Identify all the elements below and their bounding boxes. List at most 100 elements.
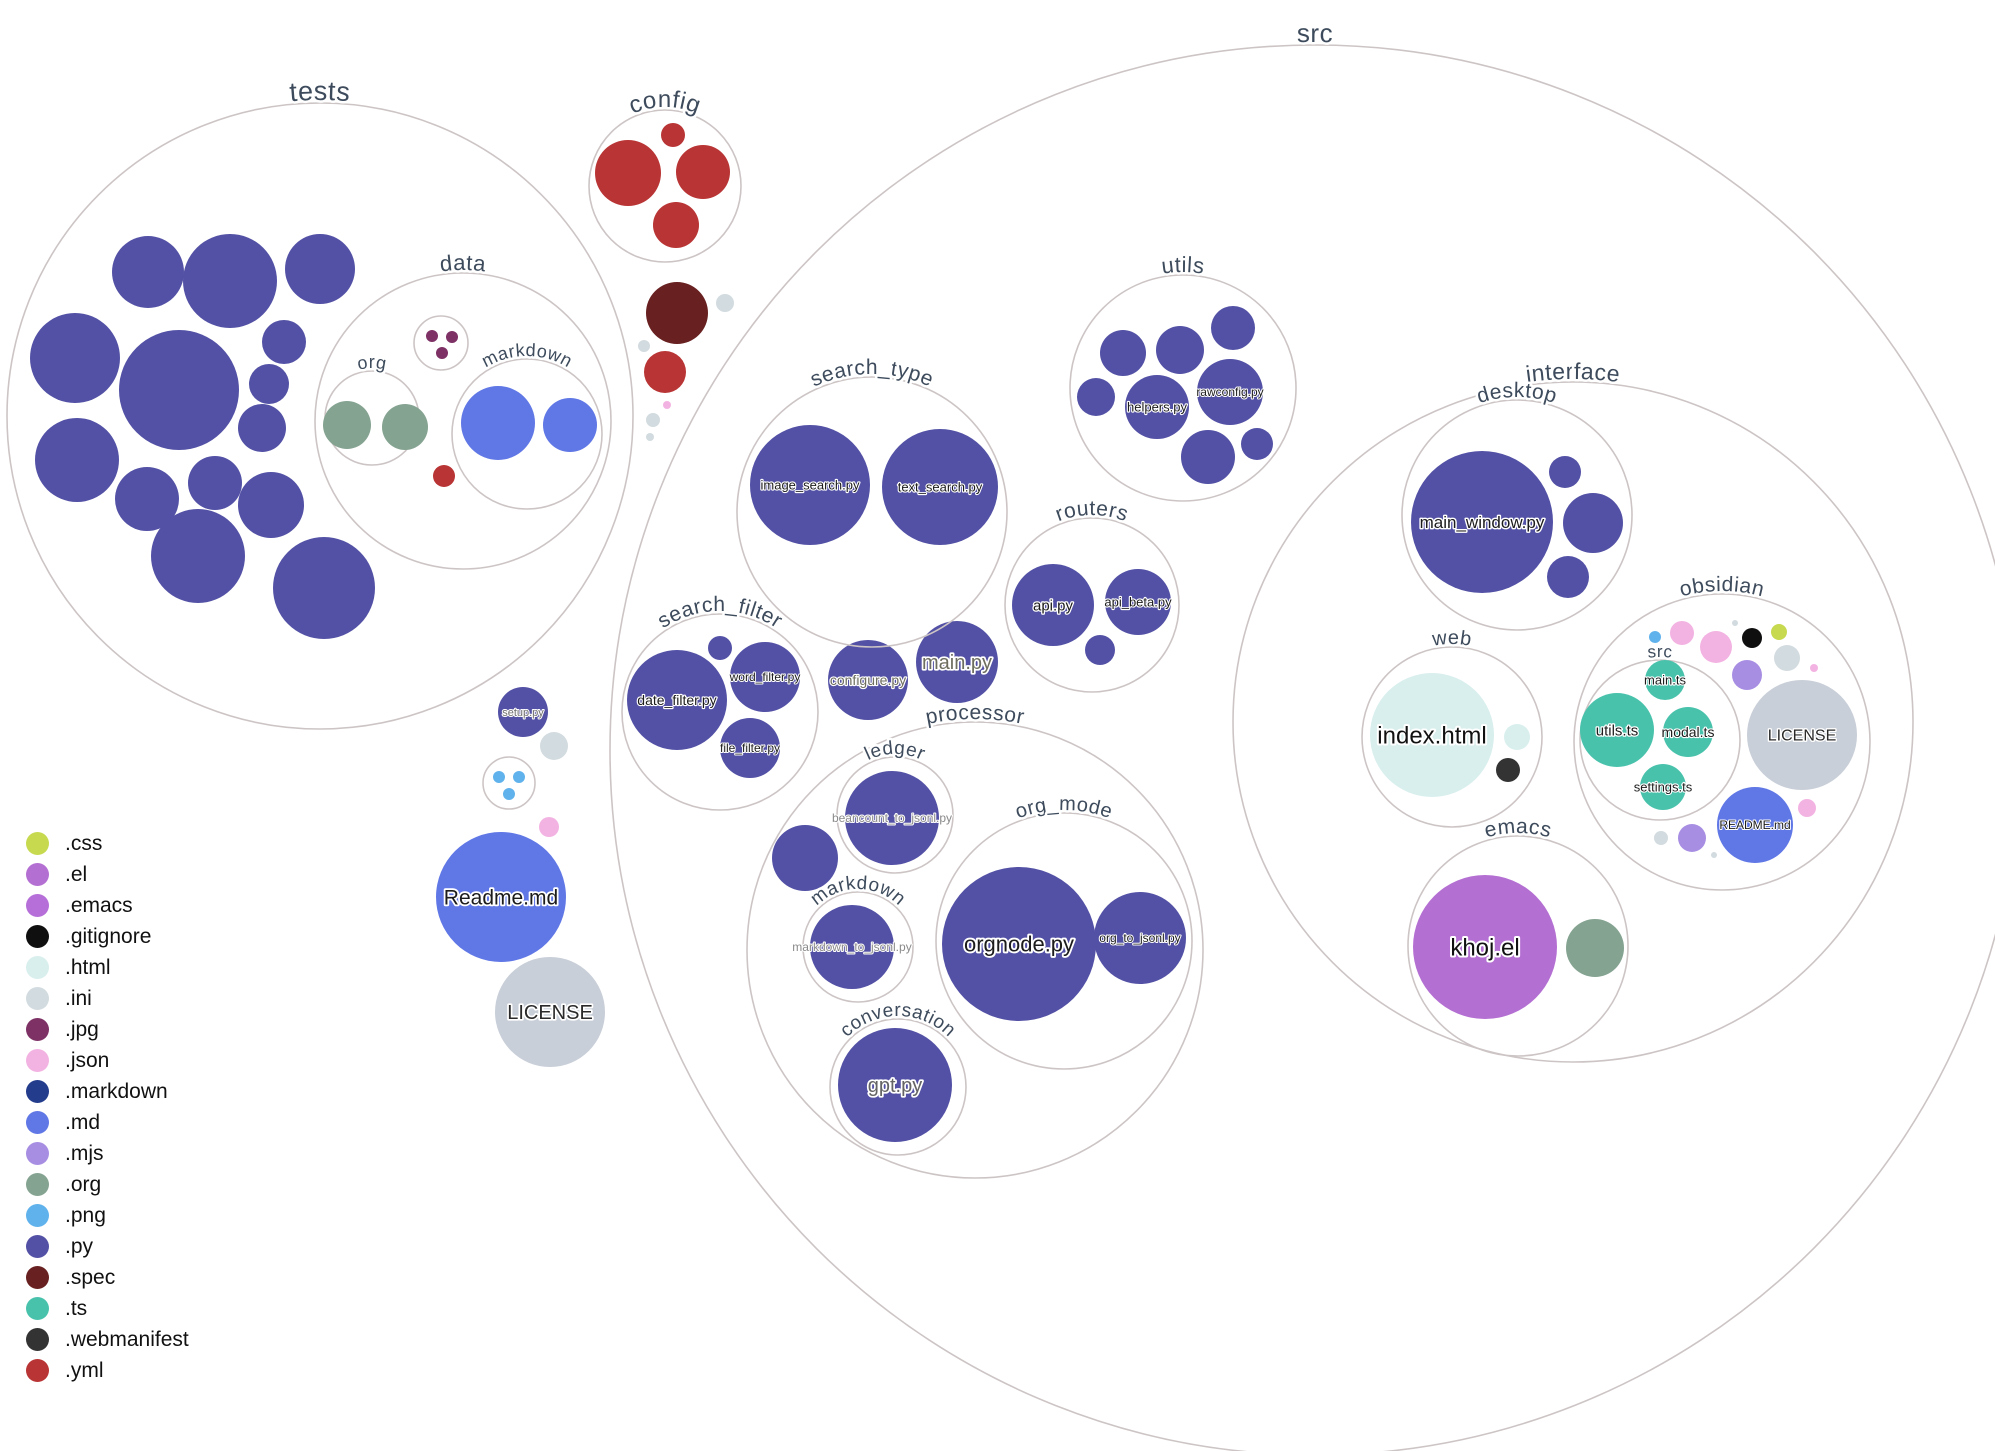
file-circle-spec-37: [646, 282, 708, 344]
file-label-main-window-py: main_window.py: [1420, 513, 1545, 532]
file-circle-ini-45: [540, 732, 568, 760]
legend-label-mjs: .mjs: [65, 1142, 104, 1165]
file-circle-configure-py-56: [828, 640, 908, 720]
file-label-orgnode-py: orgnode.py: [964, 932, 1074, 957]
legend-item-mjs: .mjs: [26, 1138, 189, 1169]
file-circle-license-119: [1747, 680, 1857, 790]
folder-circle-conversation-95: [829, 1018, 967, 1156]
folder-circle-emacs-134: [1407, 835, 1629, 1057]
folder-circle-ledger-85: [836, 756, 954, 874]
file-label-license: LICENSE: [1768, 728, 1836, 745]
file-label-markdown-to-jsonl-py: markdown_to_jsonl.py: [792, 940, 911, 954]
file-circle-py-14: [151, 509, 245, 603]
legend-label-ts: .ts: [65, 1297, 88, 1320]
legend-label-json: .json: [65, 1049, 110, 1072]
legend-item-spec: .spec: [26, 1262, 189, 1293]
file-label-image-search-py: image_search.py: [761, 478, 860, 493]
file-circle-py-11: [115, 467, 179, 531]
file-circle-css-126: [1771, 624, 1787, 640]
legend-item-html: .html: [26, 952, 189, 983]
folder-circle-interface-98: [1232, 381, 1914, 1063]
legend-swatch-py: [26, 1235, 49, 1258]
file-circle-mjs-132: [1678, 824, 1706, 852]
file-circle-orgnode-py-93: [942, 867, 1096, 1021]
legend-swatch-png: [26, 1204, 49, 1227]
file-circle-py-4: [285, 234, 355, 304]
file-circle-setup-py-44: [498, 687, 548, 737]
file-circle-py-7: [262, 320, 306, 364]
file-circle-py-69: [1181, 430, 1235, 484]
file-label-api-py: api.py: [1033, 597, 1074, 614]
folder-label-tests: tests: [288, 76, 351, 107]
legend-swatch-org: [26, 1173, 49, 1196]
file-circle-py-65: [1211, 306, 1255, 350]
file-circle-markdown-to-jsonl-py-90: [810, 905, 894, 989]
file-circle-api-py-73: [1012, 564, 1094, 646]
legend-item-el: .el: [26, 859, 189, 890]
file-circle-py-63: [1100, 330, 1146, 376]
folder-circle-search-type-57: [736, 376, 1008, 648]
file-circle-readme-md-120: [1717, 787, 1793, 863]
folder-circle-node-46: [482, 756, 536, 810]
file-label-text-search-py: text_search.py: [898, 480, 983, 495]
file-label-main-py: main.py: [922, 652, 992, 674]
legend-item-py: .py: [26, 1231, 189, 1262]
folder-circle-markdown-88: [802, 891, 914, 1003]
file-circle-png-121: [1649, 631, 1661, 643]
file-circle-readme-md-51: [436, 832, 566, 962]
file-label-file-filter-py: file_filter.py: [720, 741, 780, 755]
file-circle-main-ts-115: [1645, 660, 1685, 700]
folder-label-org: org: [356, 352, 389, 374]
file-circle-py-5: [30, 313, 120, 403]
file-circle-ini-38: [716, 294, 734, 312]
file-circle-py-13: [238, 472, 304, 538]
file-circle-ini-127: [1774, 645, 1800, 671]
file-circle-md-28: [461, 386, 535, 460]
file-label-configure-py: configure.py: [830, 672, 906, 688]
file-label-helpers-py: helpers.py: [1127, 400, 1187, 415]
folder-label-ledger: ledger: [861, 738, 928, 765]
folder-label-obsidian: obsidian: [1677, 573, 1767, 601]
file-label-index-html: index.html: [1377, 722, 1486, 749]
file-circle-py-6: [119, 330, 239, 450]
legend-item-png: .png: [26, 1200, 189, 1231]
legend-swatch-css: [26, 832, 49, 855]
legend-swatch-ini: [26, 987, 49, 1010]
file-circle-yml-33: [595, 140, 661, 206]
legend-label-png: .png: [65, 1204, 106, 1227]
legend-label-org: .org: [65, 1173, 102, 1196]
legend-swatch-jpg: [26, 1018, 49, 1041]
file-circle-py-103: [1549, 456, 1581, 488]
file-circle-image-search-py-59: [750, 425, 870, 545]
folder-label-processor: processor: [924, 701, 1027, 729]
file-circle-webmanifest-110: [1496, 758, 1520, 782]
legend-item-ts: .ts: [26, 1293, 189, 1324]
legend-label-css: .css: [65, 832, 103, 855]
file-label-readme-md: Readme.md: [444, 886, 558, 909]
file-circle-yml-35: [661, 123, 685, 147]
file-circle-main-window-py-102: [1411, 451, 1553, 593]
legend-swatch-el: [26, 863, 49, 886]
legend-item-yml: .yml: [26, 1355, 189, 1386]
folder-label-search-type: search_type: [807, 356, 937, 391]
legend-swatch-ts: [26, 1297, 49, 1320]
file-circle-helpers-py-67: [1125, 375, 1189, 439]
file-circle-py-2: [112, 236, 184, 308]
file-circle-png-47: [493, 771, 505, 783]
legend-label-py: .py: [65, 1235, 94, 1258]
legend-swatch-spec: [26, 1266, 49, 1289]
file-circle-json-123: [1700, 631, 1732, 663]
folder-label-emacs: emacs: [1482, 815, 1554, 843]
file-circle-rawconfig-py-68: [1197, 359, 1263, 425]
legend-label-jpg: .jpg: [65, 1018, 99, 1041]
file-circle-yml-30: [433, 465, 455, 487]
file-circle-yml-34: [676, 145, 730, 199]
folder-circle-org-mode-91: [935, 812, 1193, 1070]
file-label-gpt-py: gpt.py: [868, 1075, 922, 1097]
legend-swatch-mjs: [26, 1142, 49, 1165]
file-circle-jpg-25: [436, 347, 448, 359]
file-circle-py-10: [238, 404, 286, 452]
legend-item-gitignore: .gitignore: [26, 921, 189, 952]
folder-circle-web-106: [1361, 646, 1543, 828]
file-circle-utils-ts-116: [1580, 693, 1654, 767]
